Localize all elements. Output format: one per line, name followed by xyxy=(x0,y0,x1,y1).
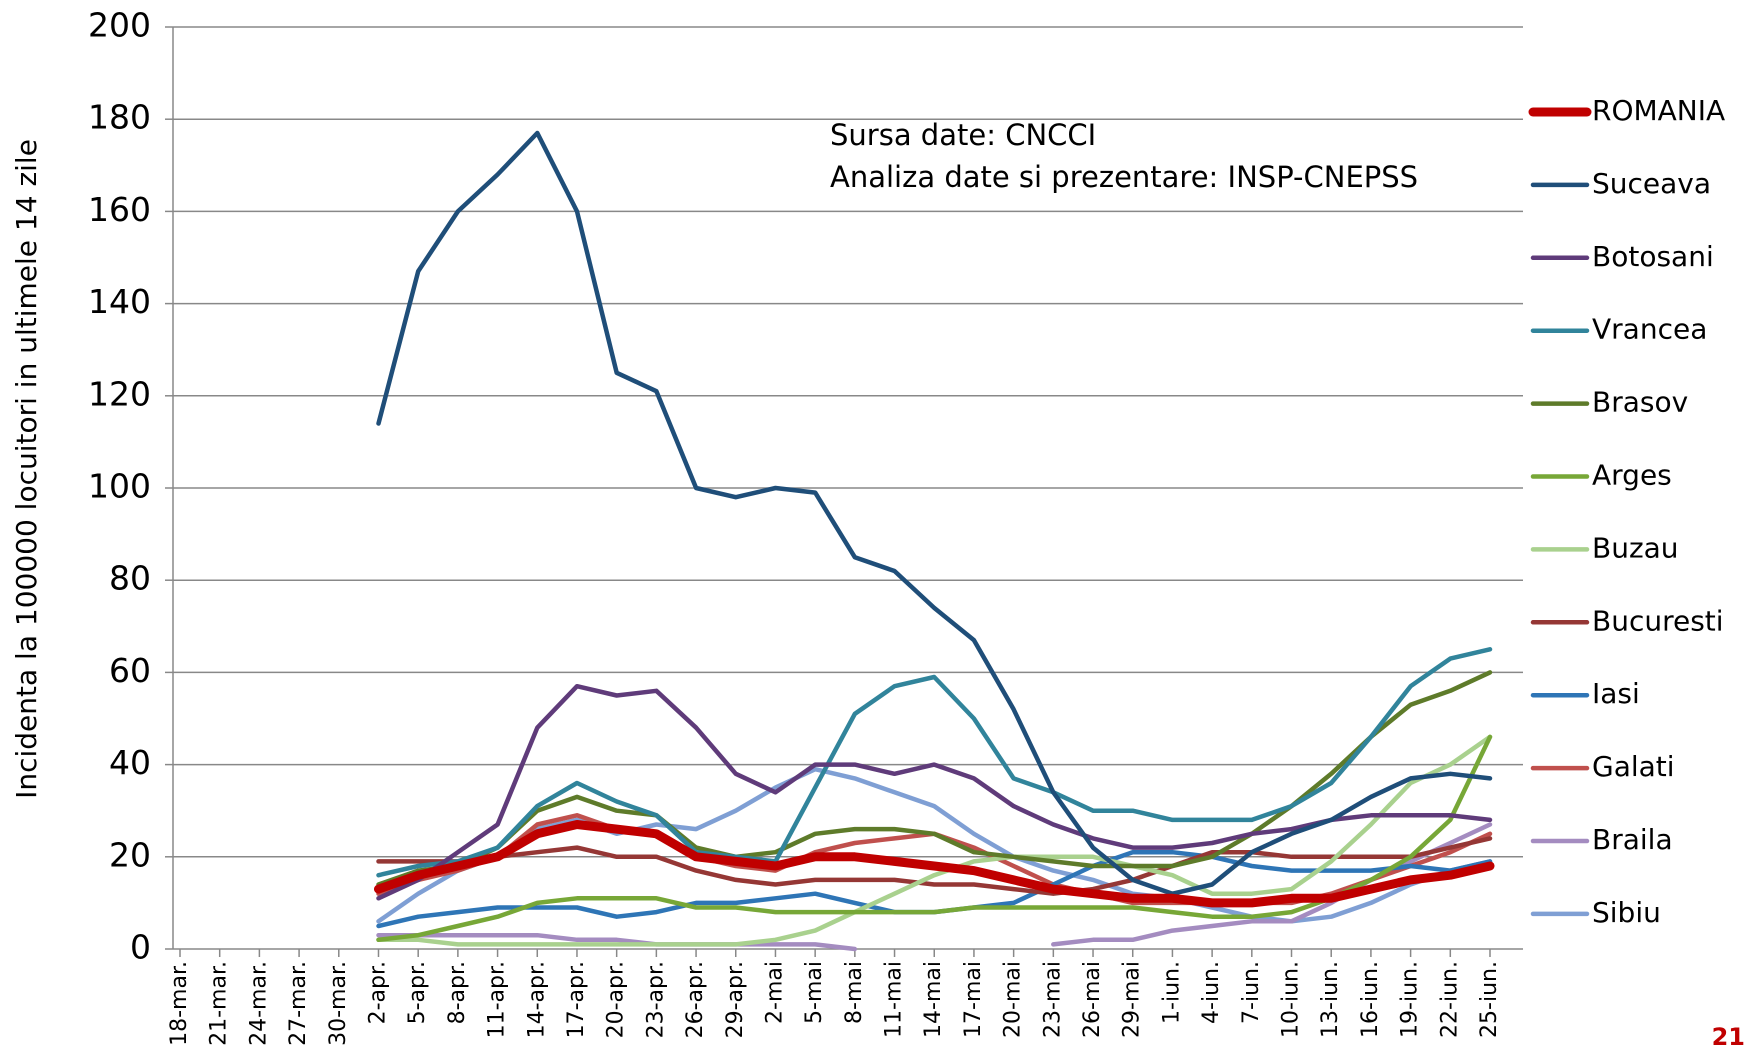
y-tick-label: 120 xyxy=(88,374,151,413)
x-tick-label: 20-mai xyxy=(1001,961,1026,1038)
x-tick-label: 1-iun. xyxy=(1159,961,1184,1024)
legend-label: Suceava xyxy=(1592,167,1711,200)
y-tick-label: 100 xyxy=(88,467,151,506)
x-tick-label: 11-apr. xyxy=(485,961,510,1038)
x-tick-label: 25-iun. xyxy=(1477,961,1502,1038)
legend-label: Braila xyxy=(1592,823,1673,856)
legend-label: Botosani xyxy=(1592,240,1714,273)
y-tick-label: 140 xyxy=(88,282,151,321)
x-tick-label: 4-iun. xyxy=(1199,961,1224,1024)
x-tick-label: 14-apr. xyxy=(524,961,549,1038)
series-line xyxy=(376,734,1493,947)
x-tick-label: 26-mai xyxy=(1080,961,1105,1038)
y-axis-label: Incidenta la 100000 locuitori in ultimel… xyxy=(10,139,43,799)
y-tick-label: 160 xyxy=(88,190,151,229)
series-line xyxy=(376,683,1493,901)
series-line xyxy=(376,734,1493,943)
legend-label: ROMANIA xyxy=(1592,94,1725,127)
legend-label: Galati xyxy=(1592,750,1675,783)
y-tick-label: 20 xyxy=(109,835,151,874)
legend-label: Sibiu xyxy=(1592,896,1661,929)
y-tick-label: 40 xyxy=(109,743,151,782)
series-line xyxy=(376,670,1493,887)
x-tick-label: 27-mar. xyxy=(286,961,311,1046)
x-tick-label: 30-mar. xyxy=(326,961,351,1046)
x-tick-label: 13-iun. xyxy=(1318,961,1343,1038)
x-tick-label: 17-mai xyxy=(961,961,986,1038)
legend-label: Arges xyxy=(1592,459,1672,492)
x-tick-label: 5-apr. xyxy=(405,961,430,1024)
x-tick-label: 5-mai xyxy=(802,961,827,1024)
annotation: Analiza date si prezentare: INSP-CNEPSS xyxy=(830,160,1418,194)
series-line xyxy=(374,820,1495,908)
x-tick-label: 29-apr. xyxy=(723,961,748,1038)
legend-label: Brasov xyxy=(1592,386,1688,419)
y-tick-label: 60 xyxy=(109,651,151,690)
legend-label: Buzau xyxy=(1592,531,1679,564)
x-tick-label: 16-iun. xyxy=(1358,961,1383,1038)
y-tick-label: 80 xyxy=(109,559,151,598)
x-tick-label: 23-apr. xyxy=(643,961,668,1038)
legend-label: Bucuresti xyxy=(1592,604,1724,637)
x-tick-label: 19-iun. xyxy=(1398,961,1423,1038)
x-tick-label: 29-mai xyxy=(1120,961,1145,1038)
x-tick-label: 7-iun. xyxy=(1239,961,1264,1024)
x-tick-label: 24-mar. xyxy=(246,961,271,1046)
series-line xyxy=(376,822,1493,952)
x-tick-label: 20-apr. xyxy=(604,961,629,1038)
x-tick-label: 26-apr. xyxy=(683,961,708,1038)
y-tick-label: 0 xyxy=(130,928,151,967)
y-tick-label: 200 xyxy=(88,6,151,45)
y-tick-label: 180 xyxy=(88,98,151,137)
x-tick-label: 10-iun. xyxy=(1279,961,1304,1038)
x-tick-label: 21-mar. xyxy=(207,961,232,1046)
x-tick-label: 22-iun. xyxy=(1437,961,1462,1038)
annotation: Sursa date: CNCCI xyxy=(830,118,1096,152)
x-tick-label: 14-mai xyxy=(921,961,946,1038)
x-tick-label: 8-mai xyxy=(842,961,867,1024)
x-tick-label: 23-mai xyxy=(1040,961,1065,1038)
series-line xyxy=(376,647,1493,878)
page-number: 21 xyxy=(1712,1023,1745,1051)
legend-label: Vrancea xyxy=(1592,313,1707,346)
series-line xyxy=(376,130,1493,896)
x-tick-label: 11-mai xyxy=(882,961,907,1038)
x-tick-label: 2-apr. xyxy=(365,961,390,1024)
x-tick-label: 18-mar. xyxy=(167,961,192,1046)
x-tick-label: 2-mai xyxy=(762,961,787,1024)
series-line xyxy=(376,766,1493,924)
x-tick-label: 8-apr. xyxy=(445,961,470,1024)
legend-label: Iasi xyxy=(1592,677,1640,710)
x-tick-label: 17-apr. xyxy=(564,961,589,1038)
series-line xyxy=(376,836,1493,896)
